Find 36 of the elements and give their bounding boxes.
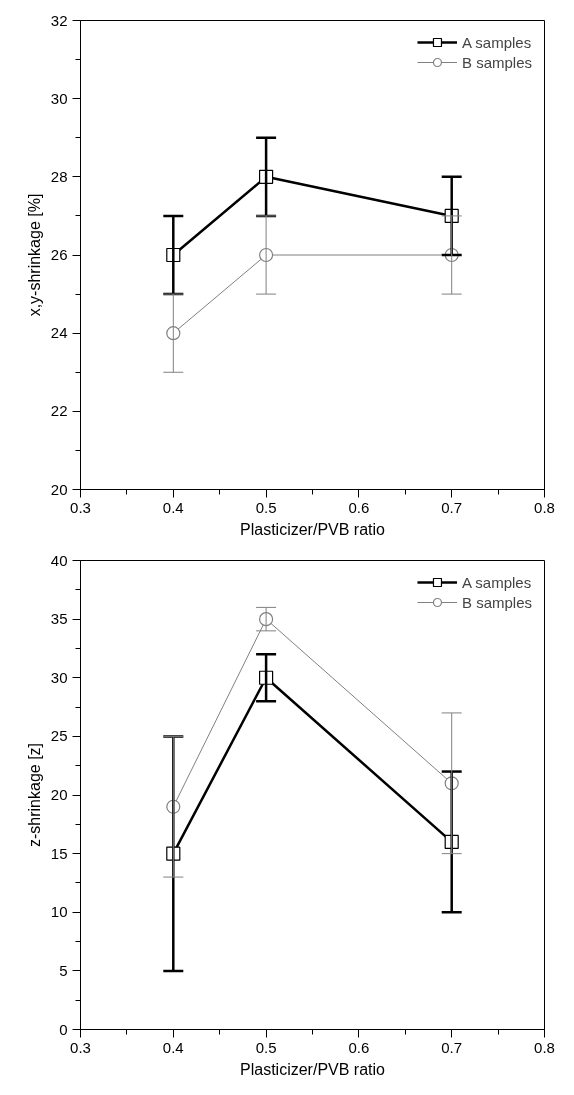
y-axis-title: z-shrinkage [z] bbox=[25, 742, 43, 848]
y-tick-label: 22 bbox=[50, 402, 68, 420]
x-tick-label: 0.8 bbox=[534, 498, 555, 516]
y-tick-label: 20 bbox=[50, 480, 68, 498]
x-tick-label: 0.5 bbox=[255, 1038, 277, 1056]
y-tick-label: 24 bbox=[50, 324, 68, 342]
y-tick-label: 0 bbox=[59, 1020, 68, 1038]
y-tick-label: 5 bbox=[59, 961, 68, 979]
x-tick-label: 0.7 bbox=[441, 1038, 463, 1056]
x-tick-label: 0.6 bbox=[348, 498, 370, 516]
y-tick-label: 28 bbox=[50, 167, 68, 185]
y-tick-label: 15 bbox=[50, 844, 68, 862]
y-tick-label: 25 bbox=[50, 727, 68, 745]
y-tick-label: 32 bbox=[50, 11, 68, 29]
y-tick-label: 26 bbox=[50, 246, 68, 263]
x-tick-label: 0.4 bbox=[162, 1038, 184, 1056]
y-tick-label: 10 bbox=[50, 903, 68, 921]
legend-label: B samples bbox=[461, 53, 532, 71]
x-tick-label: 0.6 bbox=[348, 1038, 370, 1056]
x-tick-label: 0.4 bbox=[162, 498, 184, 516]
x-tick-label: 0.3 bbox=[70, 498, 91, 516]
x-tick-label: 0.3 bbox=[70, 1038, 91, 1056]
y-tick-label: 30 bbox=[50, 89, 68, 107]
y-axis-title: x,y-shrinkage [%] bbox=[25, 193, 43, 317]
x-tick-label: 0.8 bbox=[534, 1038, 555, 1056]
y-tick-label: 20 bbox=[50, 786, 68, 803]
y-tick-label: 40 bbox=[50, 551, 68, 569]
x-tick-label: 0.5 bbox=[255, 498, 277, 516]
legend-label: B samples bbox=[461, 593, 532, 611]
y-tick-label: 35 bbox=[50, 610, 68, 628]
x-axis-title: Plasticizer/PVB ratio bbox=[240, 1060, 386, 1078]
legend-label: A samples bbox=[461, 573, 532, 591]
y-tick-label: 30 bbox=[50, 668, 68, 686]
x-axis-title: Plasticizer/PVB ratio bbox=[240, 520, 386, 538]
x-tick-label: 0.7 bbox=[441, 498, 463, 516]
legend-label: A samples bbox=[461, 33, 532, 51]
